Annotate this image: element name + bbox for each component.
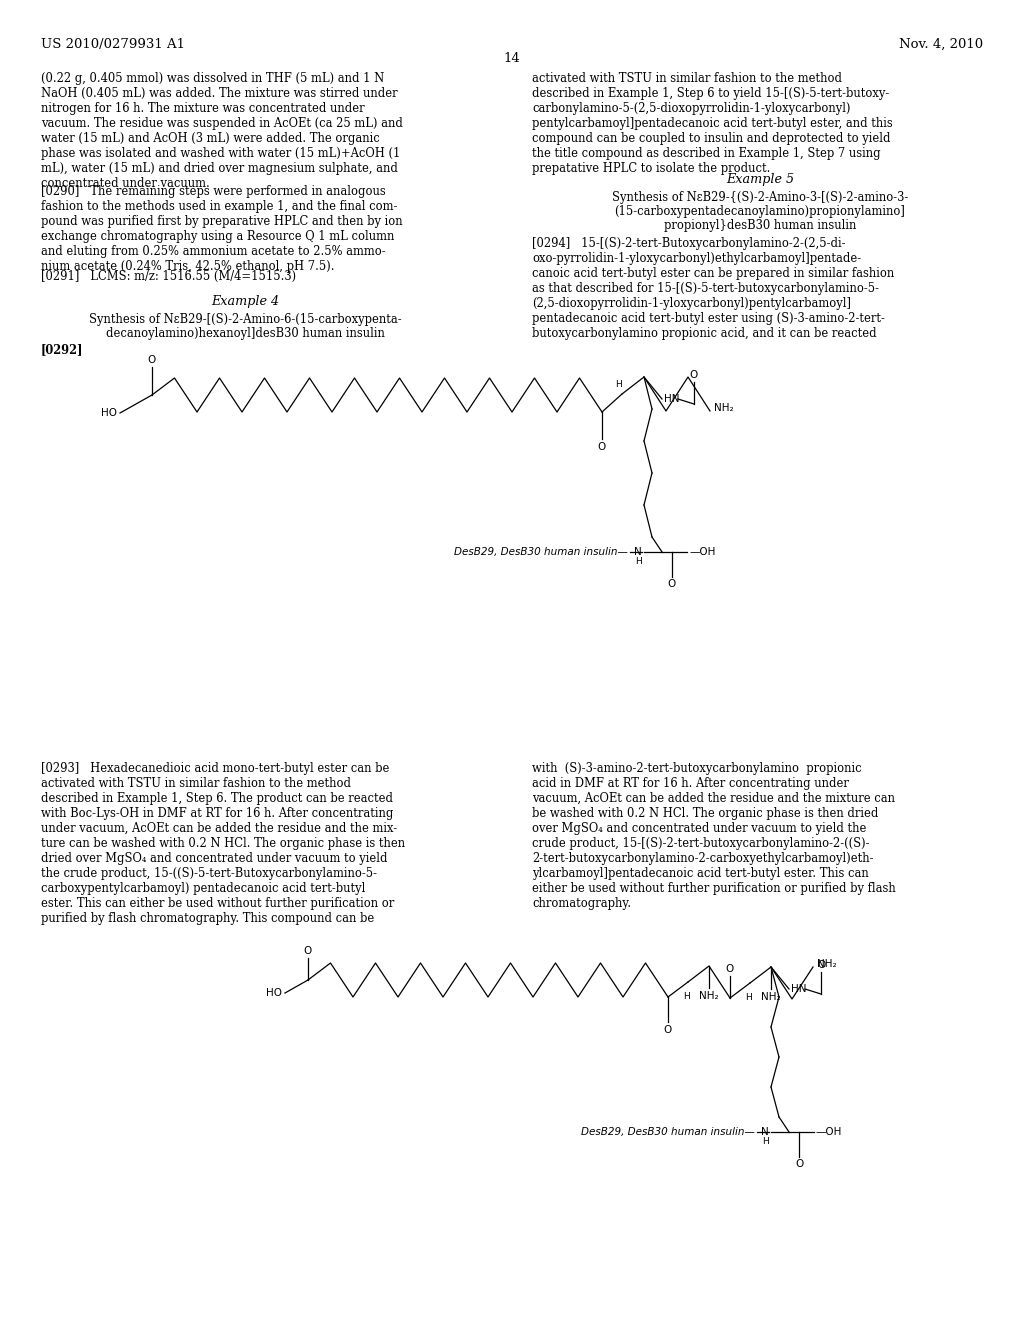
Text: O: O xyxy=(598,442,606,451)
Text: O: O xyxy=(664,1026,672,1035)
Text: Example 5: Example 5 xyxy=(726,173,794,186)
Text: 14: 14 xyxy=(504,51,520,65)
Text: Example 4: Example 4 xyxy=(211,294,280,308)
Text: HN: HN xyxy=(791,983,807,994)
Text: N: N xyxy=(761,1127,769,1137)
Text: DesB29, DesB30 human insulin—: DesB29, DesB30 human insulin— xyxy=(454,546,628,557)
Text: H: H xyxy=(615,380,623,389)
Text: O: O xyxy=(668,579,676,589)
Text: DesB29, DesB30 human insulin—: DesB29, DesB30 human insulin— xyxy=(582,1127,755,1137)
Text: US 2010/0279931 A1: US 2010/0279931 A1 xyxy=(41,38,185,51)
Text: (0.22 g, 0.405 mmol) was dissolved in THF (5 mL) and 1 N
NaOH (0.405 mL) was add: (0.22 g, 0.405 mmol) was dissolved in TH… xyxy=(41,73,402,190)
Text: decanoylamino)hexanoyl]desB30 human insulin: decanoylamino)hexanoyl]desB30 human insu… xyxy=(105,327,384,341)
Text: [0294]   15-[(S)-2-tert-Butoxycarbonylamino-2-(2,5-di-
oxo-pyrrolidin-1-yloxycar: [0294] 15-[(S)-2-tert-Butoxycarbonylamin… xyxy=(532,238,894,341)
Text: NH₂: NH₂ xyxy=(699,991,719,1001)
Text: O: O xyxy=(690,370,698,380)
Text: Synthesis of NεB29-[(S)-2-Amino-6-(15-carboxypenta-: Synthesis of NεB29-[(S)-2-Amino-6-(15-ca… xyxy=(89,313,401,326)
Text: HO: HO xyxy=(101,408,117,418)
Text: activated with TSTU in similar fashion to the method
described in Example 1, Ste: activated with TSTU in similar fashion t… xyxy=(532,73,893,176)
Text: HN: HN xyxy=(664,393,680,404)
Text: NH₂: NH₂ xyxy=(817,960,837,969)
Text: (15-carboxypentadecanoylamino)propionylamino]: (15-carboxypentadecanoylamino)propionyla… xyxy=(614,205,905,218)
Text: H: H xyxy=(635,557,642,566)
Text: O: O xyxy=(726,964,734,974)
Text: O: O xyxy=(304,946,312,956)
Text: N: N xyxy=(634,546,642,557)
Text: NH₂: NH₂ xyxy=(761,993,781,1002)
Text: O: O xyxy=(147,355,156,366)
Text: —OH: —OH xyxy=(816,1127,843,1137)
Text: O: O xyxy=(817,960,825,970)
Text: O: O xyxy=(795,1159,803,1170)
Text: NH₂: NH₂ xyxy=(714,403,733,413)
Text: H: H xyxy=(683,993,689,1001)
Text: HO: HO xyxy=(266,987,282,998)
Text: [0293]   Hexadecanedioic acid mono-tert-butyl ester can be
activated with TSTU i: [0293] Hexadecanedioic acid mono-tert-bu… xyxy=(41,762,406,925)
Text: [0291]   LCMS: m/z: 1516.55 (M/4=1515.3): [0291] LCMS: m/z: 1516.55 (M/4=1515.3) xyxy=(41,271,296,282)
Text: H: H xyxy=(762,1138,769,1147)
Text: H: H xyxy=(744,993,752,1002)
Text: [0292]: [0292] xyxy=(41,343,84,356)
Text: with  (S)-3-amino-2-tert-butoxycarbonylamino  propionic
acid in DMF at RT for 16: with (S)-3-amino-2-tert-butoxycarbonylam… xyxy=(532,762,896,909)
Text: —OH: —OH xyxy=(689,546,716,557)
Text: [0290]   The remaining steps were performed in analogous
fashion to the methods : [0290] The remaining steps were performe… xyxy=(41,185,402,273)
Text: Synthesis of NεB29-{(S)-2-Amino-3-[(S)-2-amino-3-: Synthesis of NεB29-{(S)-2-Amino-3-[(S)-2… xyxy=(612,191,908,205)
Text: Nov. 4, 2010: Nov. 4, 2010 xyxy=(899,38,983,51)
Text: propionyl}desB30 human insulin: propionyl}desB30 human insulin xyxy=(664,219,856,232)
